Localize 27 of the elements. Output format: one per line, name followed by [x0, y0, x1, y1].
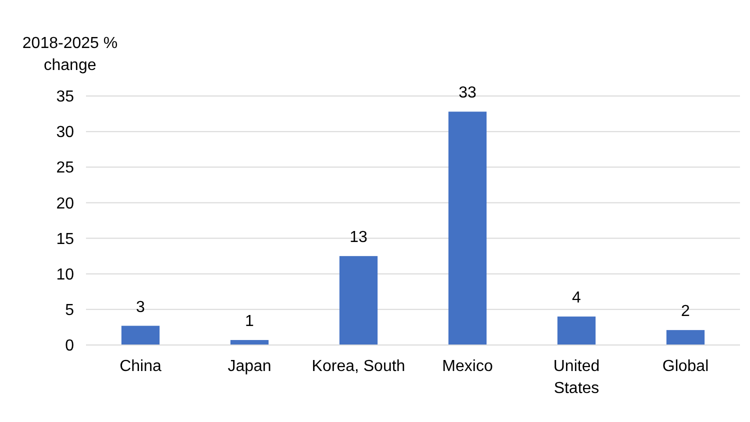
y-tick-label: 15: [56, 230, 74, 248]
data-label: 33: [458, 84, 476, 102]
data-label: 4: [572, 290, 582, 307]
data-label: 13: [350, 229, 368, 246]
y-tick-label: 5: [65, 302, 74, 320]
y-tick-label: 30: [56, 124, 74, 142]
data-label: 3: [136, 298, 146, 316]
bar: [230, 340, 269, 345]
bar: [339, 256, 378, 345]
x-tick-label: China: [120, 358, 162, 375]
bar: [666, 330, 705, 345]
bar: [121, 326, 160, 345]
y-tick-label: 10: [56, 266, 74, 284]
x-tick-label: Korea, South: [312, 358, 406, 375]
x-tick-label: Global: [662, 358, 709, 375]
y-tick-label: 0: [65, 338, 74, 355]
bar: [448, 112, 487, 345]
x-tick-label: United States: [553, 358, 600, 397]
x-tick-label: Japan: [228, 358, 272, 375]
y-tick-label: 35: [56, 88, 74, 106]
x-tick-label: Mexico: [442, 358, 493, 375]
data-label: 2: [681, 303, 690, 320]
y-tick-label: 20: [56, 195, 74, 212]
y-axis-title: 2018-2025 % change: [22, 35, 118, 74]
bar: [557, 316, 596, 345]
y-tick-label: 25: [56, 160, 74, 177]
data-label: 1: [245, 313, 254, 330]
